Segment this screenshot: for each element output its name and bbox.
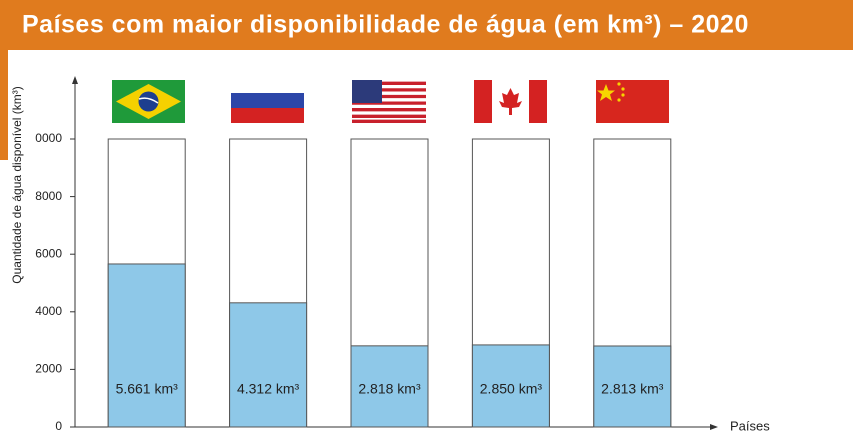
flag-china [596, 80, 669, 123]
flag-brazil [112, 80, 185, 123]
flag-usa [352, 80, 426, 123]
value-label: 5.661 km³ [116, 381, 179, 397]
flag-russia [231, 93, 304, 123]
side-stripe [0, 50, 8, 160]
value-label: 4.312 km³ [237, 381, 300, 397]
x-axis-label: Países [730, 418, 770, 433]
y-tick-label: 4000 [35, 304, 62, 318]
title-banner [0, 0, 853, 50]
y-tick-label: 6000 [35, 246, 62, 260]
y-tick-label: 0000 [35, 131, 62, 145]
y-tick-label: 0 [55, 419, 62, 433]
value-label: 2.850 km³ [480, 381, 543, 397]
y-tick-label: 2000 [35, 362, 62, 376]
bar [471, 344, 550, 428]
y-axis-arrow [72, 76, 78, 84]
bar [229, 302, 308, 428]
x-axis-arrow [710, 424, 718, 430]
flag-canada [474, 80, 547, 123]
y-tick-label: 8000 [35, 189, 62, 203]
bar [107, 263, 186, 428]
bar [350, 345, 429, 428]
chart-title: Países com maior disponibilidade de água… [22, 11, 749, 39]
value-label: 2.813 km³ [601, 381, 664, 397]
y-axis-label: Quantidade de água disponível (km³) [10, 86, 24, 283]
bar [593, 345, 672, 428]
value-label: 2.818 km³ [358, 381, 421, 397]
